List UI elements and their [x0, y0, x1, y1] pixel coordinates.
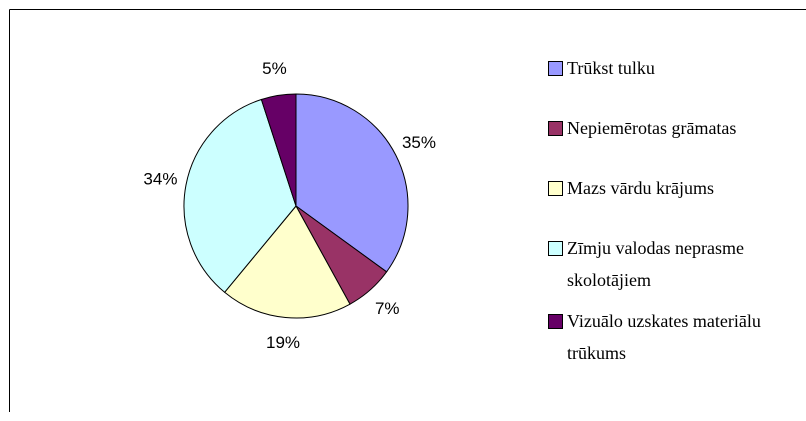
- pie-slice: [183, 98, 297, 294]
- data-label: 19%: [266, 333, 300, 352]
- data-label: 34%: [143, 170, 177, 189]
- legend-swatch: [548, 241, 563, 256]
- pie-slice: [260, 93, 297, 207]
- legend-item: Trūkst tulku: [548, 52, 804, 84]
- pie-slice: [223, 205, 351, 319]
- legend-label: Trūkst tulku: [567, 58, 655, 78]
- legend-swatch: [548, 181, 563, 196]
- legend-label: Mazs vārdu krājums: [567, 178, 714, 198]
- data-label: 35%: [402, 133, 436, 152]
- legend-label: Nepiemērotas grāmatas: [567, 118, 737, 138]
- legend-item: Zīmju valodas neprasme skolotājiem: [548, 232, 804, 296]
- legend-item: Mazs vārdu krājums: [548, 172, 804, 204]
- legend-item: Vizuālo uzskates materiālu trūkums: [548, 305, 804, 369]
- legend-label: Vizuālo uzskates materiālu trūkums: [567, 311, 761, 363]
- pie-slice: [295, 93, 409, 273]
- legend-swatch: [548, 121, 563, 136]
- data-label: 7%: [375, 299, 400, 318]
- data-label: 5%: [262, 59, 287, 78]
- legend-label: Zīmju valodas neprasme skolotājiem: [567, 238, 744, 290]
- legend-item: Nepiemērotas grāmatas: [548, 112, 804, 144]
- legend-swatch: [548, 314, 563, 329]
- legend-swatch: [548, 61, 563, 76]
